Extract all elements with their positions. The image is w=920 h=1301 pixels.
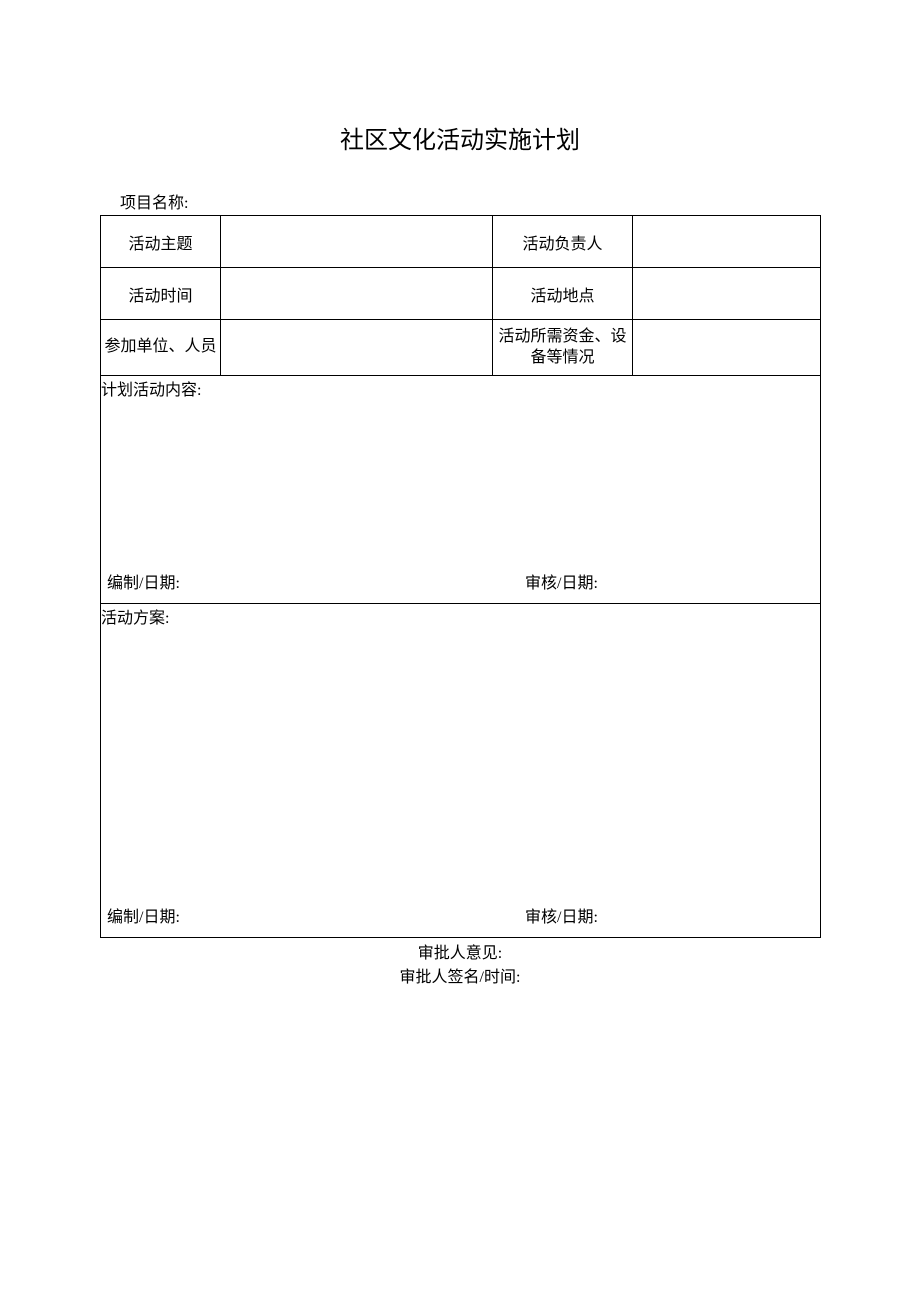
value-activity-location	[633, 268, 821, 320]
approver-opinion: 审批人意见:	[100, 942, 820, 966]
planned-content-label: 计划活动内容:	[101, 376, 820, 400]
document-title: 社区文化活动实施计划	[100, 120, 820, 155]
table-row: 活动方案: 编制/日期: 审核/日期:	[101, 604, 821, 938]
form-table: 活动主题 活动负责人 活动时间 活动地点 参加单位、人员 活动所需资金、设备等情…	[100, 215, 821, 938]
value-participants	[221, 320, 493, 376]
table-row: 计划活动内容: 编制/日期: 审核/日期:	[101, 376, 821, 604]
label-activity-location: 活动地点	[493, 268, 633, 320]
activity-plan-section: 活动方案: 编制/日期: 审核/日期:	[101, 604, 821, 938]
value-activity-time	[221, 268, 493, 320]
label-activity-time: 活动时间	[101, 268, 221, 320]
compile-date-label-1: 编制/日期:	[107, 569, 180, 593]
label-funds-equipment: 活动所需资金、设备等情况	[493, 320, 633, 376]
review-date-label-2: 审核/日期:	[525, 903, 598, 927]
planned-content-section: 计划活动内容: 编制/日期: 审核/日期:	[101, 376, 821, 604]
value-funds-equipment	[633, 320, 821, 376]
label-participants: 参加单位、人员	[101, 320, 221, 376]
approval-block: 审批人意见: 审批人签名/时间:	[100, 942, 820, 990]
compile-date-label-2: 编制/日期:	[107, 903, 180, 927]
project-name-label: 项目名称:	[120, 189, 820, 213]
table-row: 活动时间 活动地点	[101, 268, 821, 320]
value-activity-theme	[221, 216, 493, 268]
approver-sign: 审批人签名/时间:	[100, 966, 820, 990]
label-activity-theme: 活动主题	[101, 216, 221, 268]
activity-plan-label: 活动方案:	[101, 604, 820, 628]
review-date-label-1: 审核/日期:	[525, 569, 598, 593]
table-row: 参加单位、人员 活动所需资金、设备等情况	[101, 320, 821, 376]
table-row: 活动主题 活动负责人	[101, 216, 821, 268]
value-activity-leader	[633, 216, 821, 268]
label-activity-leader: 活动负责人	[493, 216, 633, 268]
